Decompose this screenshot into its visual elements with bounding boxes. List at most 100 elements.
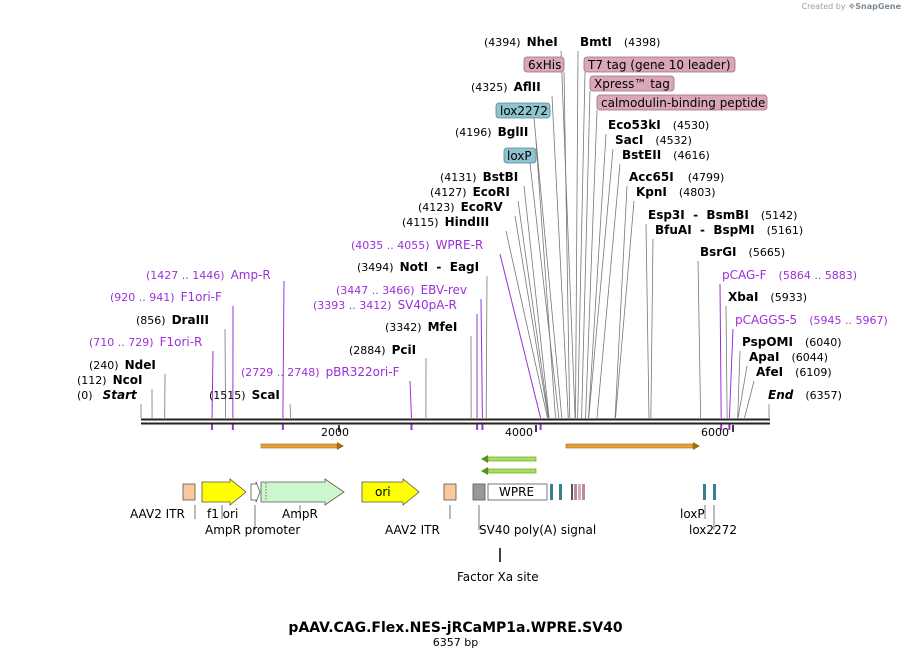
site-pspomi[interactable]: PspOMI (6040) — [742, 335, 842, 349]
tag-calmodulin-label: calmodulin-binding peptide — [601, 96, 765, 110]
orf-right[interactable] — [565, 442, 700, 450]
primer-amp-r[interactable]: (1427 .. 1446) Amp-R — [146, 268, 271, 282]
feature-insert-elements[interactable] — [550, 484, 585, 500]
site-apai[interactable]: ApaI (6044) — [749, 350, 828, 364]
feature-aav2itr-left[interactable] — [182, 483, 196, 501]
primer-pbr322ori-f[interactable]: (2729 .. 2748) pBR322ori-F — [241, 365, 400, 379]
site-mfei[interactable]: (3342) MfeI — [385, 320, 457, 334]
feature-aav2itr-right[interactable] — [443, 483, 457, 501]
orf-left[interactable] — [260, 442, 344, 450]
feature-ampr[interactable] — [260, 478, 345, 506]
site-start[interactable]: (0) Start — [77, 388, 138, 402]
site-start-pos: (0) — [77, 389, 93, 402]
site-ncoi[interactable]: (112) NcoI — [77, 373, 142, 387]
tag-loxp-label: loxP — [507, 149, 532, 163]
primer-line-wpre-r — [499, 253, 542, 419]
site-bfuai-bspmi[interactable]: BfuAI - BspMI (5161) — [655, 223, 803, 237]
tag-calmodulin[interactable]: calmodulin-binding peptide — [596, 94, 768, 111]
primer-amp-r-range: (1427 .. 1446) — [146, 269, 225, 282]
tick-label-2000: 2000 — [321, 426, 349, 439]
orf-reverse-2[interactable] — [481, 467, 537, 475]
sequence-backbone: 2000 4000 6000 — [141, 418, 770, 439]
site-kpni-name: KpnI — [636, 185, 667, 199]
tag-6xhis[interactable]: 6xHis — [523, 56, 565, 73]
orf-reverse-1-bar — [487, 456, 537, 462]
site-line-bfuai — [650, 238, 654, 419]
feature-sv40polya[interactable] — [472, 483, 486, 501]
site-acc65i-pos: (4799) — [688, 171, 725, 184]
orf-reverse-1[interactable] — [481, 455, 537, 463]
primer-line-amp-r — [282, 280, 285, 419]
site-afei[interactable]: AfeI (6109) — [756, 365, 832, 379]
site-eco53ki[interactable]: Eco53kI (4530) — [608, 118, 709, 132]
site-draiii[interactable]: (856) DraIII — [136, 313, 209, 327]
site-bstbi-pos: (4131) — [440, 171, 477, 184]
site-bglii[interactable]: (4196) BglII — [455, 125, 528, 139]
primer-sv40pa-r[interactable]: (3393 .. 3412) SV40pA-R — [313, 298, 457, 312]
site-scai-name: ScaI — [252, 388, 280, 402]
site-bsrgi[interactable]: BsrGI (5665) — [700, 245, 785, 259]
site-ecorv[interactable]: (4123) EcoRV — [418, 200, 503, 214]
feature-wpre[interactable]: WPRE — [487, 483, 548, 501]
site-line-bsrgi — [697, 260, 702, 419]
site-ecori[interactable]: (4127) EcoRI — [430, 185, 510, 199]
site-nhei[interactable]: (4394) NheI — [484, 35, 558, 49]
tag-loxp[interactable]: loxP — [503, 147, 537, 164]
feature-ori[interactable]: ori — [361, 478, 420, 506]
feature-amprpromoter[interactable] — [250, 481, 261, 503]
tag-t7[interactable]: T7 tag (gene 10 leader) — [583, 56, 736, 73]
plasmid-length: 6357 bp — [433, 636, 478, 649]
primer-pcag-f[interactable]: pCAG-F (5864 .. 5883) — [722, 268, 857, 282]
site-line-xbai — [725, 305, 728, 419]
snapgene-credit: Created by ❖SnapGene — [802, 2, 901, 11]
feature-loxp-box — [703, 484, 706, 500]
site-bmti[interactable]: BmtI (4398) — [580, 35, 660, 49]
tag-t7-box — [583, 56, 736, 73]
site-bsrgi-name: BsrGI — [700, 245, 737, 259]
site-connector-lines — [140, 50, 770, 419]
primer-f1ori-r[interactable]: (710 .. 729) F1ori-R — [89, 335, 202, 349]
primer-sv40pa-r-range: (3393 .. 3412) — [313, 299, 392, 312]
site-line-bsteii — [596, 163, 621, 419]
tag-xpress[interactable]: Xpress™ tag — [589, 75, 675, 92]
orf-reverse-1-arrowhead-icon — [481, 455, 488, 463]
tag-lox2272[interactable]: lox2272 — [495, 102, 551, 119]
primer-ebv-rev[interactable]: (3447 .. 3466) EBV-rev — [336, 283, 467, 297]
tag-line-lox2272-top — [533, 117, 563, 419]
site-nhei-pos: (4394) — [484, 36, 521, 49]
site-bmti-name: BmtI — [580, 35, 612, 49]
site-scai[interactable]: (1515) ScaI — [209, 388, 280, 402]
primer-connector-lines — [211, 253, 734, 430]
site-aflii[interactable]: (4325) AflII — [471, 80, 541, 94]
site-acc65i[interactable]: Acc65I (4799) — [629, 170, 724, 184]
primer-f1ori-f[interactable]: (920 .. 941) F1ori-F — [110, 290, 222, 304]
site-labels-right: BmtI (4398) Eco53kI (4530) SacI (4532) BstE… — [580, 35, 842, 402]
site-mfei-name: MfeI — [428, 320, 458, 334]
site-bsteii[interactable]: BstEII (4616) — [622, 148, 710, 162]
feature-track: ori WPRE — [130, 478, 737, 584]
site-esp3i-bsmbi[interactable]: Esp3I - BsmBI (5142) — [648, 208, 797, 222]
feature-loxp[interactable] — [703, 484, 706, 500]
feature-lox-element-2 — [559, 484, 562, 500]
site-end[interactable]: End (6357) — [768, 388, 842, 402]
site-xbai[interactable]: XbaI (5933) — [728, 290, 807, 304]
site-hindiii[interactable]: (4115) HindIII — [402, 215, 489, 229]
site-ndei-pos: (240) — [89, 359, 119, 372]
primer-pcaggs-5[interactable]: pCAGGS-5 (5945 .. 5967) — [735, 313, 888, 327]
site-pcii[interactable]: (2884) PciI — [349, 343, 416, 357]
site-pspomi-pos: (6040) — [805, 336, 842, 349]
site-saci[interactable]: SacI (4532) — [615, 133, 692, 147]
site-bstbi[interactable]: (4131) BstBI — [440, 170, 518, 184]
site-line-bstbi — [523, 185, 550, 419]
site-end-name: End — [768, 388, 794, 402]
site-ndei[interactable]: (240) NdeI — [89, 358, 156, 372]
primer-f1ori-r-range: (710 .. 729) — [89, 336, 154, 349]
site-start-name: Start — [103, 388, 138, 402]
feature-f1ori[interactable] — [201, 478, 247, 506]
primer-wpre-r[interactable]: (4035 .. 4055) WPRE-R — [351, 238, 483, 252]
site-noti-eagi[interactable]: (3494) NotI - EagI — [357, 260, 479, 274]
feature-lox2272[interactable] — [713, 484, 716, 500]
site-kpni[interactable]: KpnI (4803) — [636, 185, 715, 199]
site-bfuai-name: BfuAI - BspMI — [655, 223, 755, 237]
